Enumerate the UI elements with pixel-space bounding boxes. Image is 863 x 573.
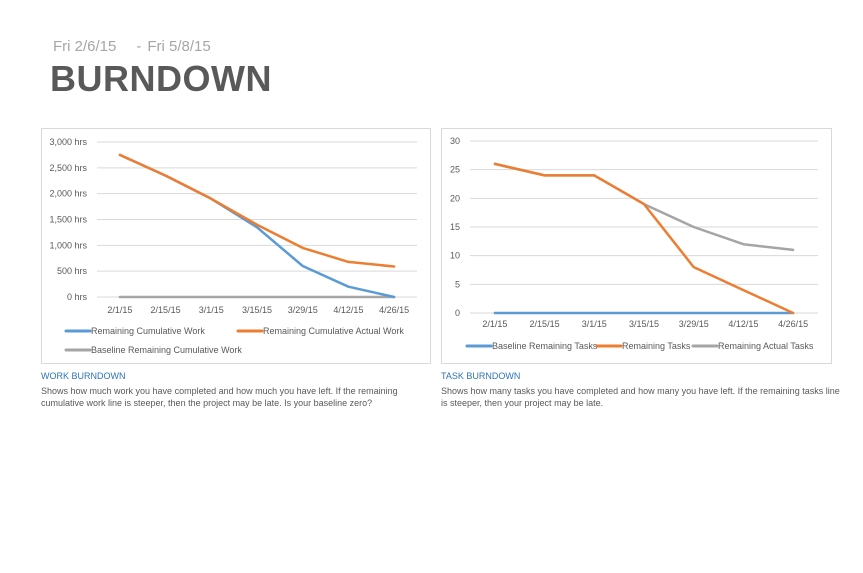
y-tick-label: 30: [450, 136, 460, 146]
x-tick-label: 2/1/15: [107, 305, 132, 315]
y-tick-label: 5: [455, 279, 460, 289]
legend-label: Baseline Remaining Tasks: [492, 341, 598, 351]
y-tick-label: 1,500 hrs: [49, 215, 87, 225]
x-tick-label: 3/15/15: [629, 319, 659, 329]
work-burndown-title: WORK BURNDOWN: [41, 371, 126, 381]
x-tick-label: 3/1/15: [199, 305, 224, 315]
y-tick-label: 10: [450, 251, 460, 261]
start-date: Fri 2/6/15: [53, 38, 117, 55]
page-title: BURNDOWN: [50, 58, 272, 99]
x-tick-label: 2/15/15: [530, 319, 560, 329]
legend-label: Remaining Tasks: [622, 341, 691, 351]
date-separator: -: [136, 38, 142, 55]
work-burndown-chart: 0 hrs 500 hrs 1,000 hrs 1,500 hrs 2,000 hrs 2…: [41, 128, 431, 364]
task-burndown-title: TASK BURNDOWN: [441, 371, 521, 381]
series-line: [118, 153, 396, 268]
x-tick-label: 4/12/15: [333, 305, 363, 315]
task-burndown-description: Shows how many tasks you have completed …: [441, 386, 840, 408]
task-burndown-caption: TASK BURNDOWN Shows how many tasks you h…: [441, 370, 841, 409]
y-tick-label: 3,000 hrs: [49, 137, 87, 147]
series-line: [493, 162, 795, 252]
y-tick-label: 0 hrs: [67, 292, 88, 302]
y-tick-label: 500 hrs: [57, 266, 88, 276]
legend-label: Baseline Remaining Cumulative Work: [91, 345, 242, 355]
y-tick-label: 2,000 hrs: [49, 189, 87, 199]
date-range: Fri 2/6/15 - Fri 5/8/15: [53, 38, 211, 55]
task-burndown-svg: 0 5 10 15 20 25 30 2/1/15 2/15/15 3/1/15 3/15/15 3/…: [450, 136, 818, 351]
y-tick-label: 1,000 hrs: [49, 240, 87, 250]
work-burndown-svg: 0 hrs 500 hrs 1,000 hrs 1,500 hrs 2,000 hrs 2…: [49, 137, 417, 355]
x-tick-label: 2/1/15: [482, 319, 507, 329]
x-tick-label: 2/15/15: [151, 305, 181, 315]
x-tick-label: 3/15/15: [242, 305, 272, 315]
y-tick-label: 25: [450, 165, 460, 175]
y-tick-label: 20: [450, 193, 460, 203]
end-date: Fri 5/8/15: [147, 38, 211, 55]
series-line: [493, 162, 795, 315]
x-tick-label: 4/26/15: [379, 305, 409, 315]
y-tick-label: 0: [455, 308, 460, 318]
work-burndown-description: Shows how much work you have completed a…: [41, 386, 398, 408]
y-tick-label: 15: [450, 222, 460, 232]
x-tick-label: 3/29/15: [679, 319, 709, 329]
task-burndown-chart: 0 5 10 15 20 25 30 2/1/15 2/15/15 3/1/15 3/15/15 3/…: [441, 128, 832, 364]
legend-label: Remaining Cumulative Actual Work: [263, 326, 404, 336]
legend-label: Remaining Actual Tasks: [718, 341, 814, 351]
y-tick-label: 2,500 hrs: [49, 163, 87, 173]
x-tick-label: 3/29/15: [288, 305, 318, 315]
work-burndown-caption: WORK BURNDOWN Shows how much work you ha…: [41, 370, 411, 409]
x-tick-label: 3/1/15: [582, 319, 607, 329]
x-tick-label: 4/12/15: [728, 319, 758, 329]
legend-label: Remaining Cumulative Work: [91, 326, 205, 336]
x-tick-label: 4/26/15: [778, 319, 808, 329]
